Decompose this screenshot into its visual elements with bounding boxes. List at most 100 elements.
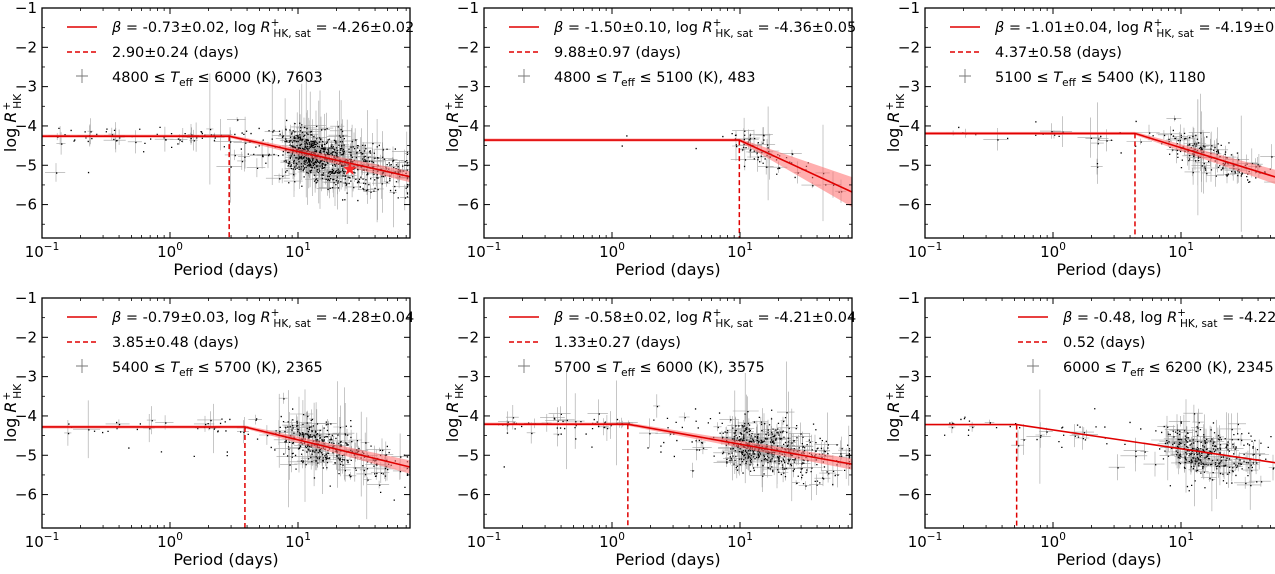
panel-5: −1 −2 −3 −4 −5 −6 10−1 100 101 Period (days) log R… [443,289,856,569]
y-tick-label: −5 [15,446,37,464]
legend-break-label: 0.52 (days) [1063,335,1145,351]
x-tick-label: 10−1 [467,531,502,551]
legend-data-swatch [518,69,530,83]
y-tick-label: −6 [15,196,37,214]
data-points [944,408,1275,492]
error-bars [948,389,1275,512]
y-tick-label: −3 [898,78,920,96]
scatter-points [45,73,410,228]
y-tick-label: −2 [457,38,479,56]
legend: β = -1.50±0.10, log R+ HK, sat = -4.36±0.… [509,17,856,89]
fit-uncertainty-band [484,138,852,207]
y-tick-label: −5 [457,156,479,174]
y-axis-label: log R+HK [884,93,907,152]
plot-frame [41,7,411,239]
x-tick-label: 100 [599,531,625,551]
x-tick-label: 101 [285,531,311,551]
y-tick-label: −2 [457,328,479,346]
fit-uncertainty-band [925,131,1275,185]
y-axis-label: log R+HK [443,93,466,152]
x-axis-label: Period (days) [615,550,720,569]
y-tick-label: −1 [15,0,37,17]
legend-data-swatch [76,69,88,83]
scatter-points [944,389,1275,512]
y-tick-label: −2 [898,328,920,346]
legend-fit-label: β = -0.48, log R+ HK, sat = -4.22 [1062,307,1275,330]
x-tick-label: 10−1 [908,241,943,261]
y-tick-label: −2 [15,38,37,56]
y-tick-label: −4 [898,407,920,425]
y-tick-label: −5 [15,156,37,174]
y-tick-label: −6 [15,486,37,504]
x-tick-label: 101 [285,241,311,261]
y-tick-label: −1 [457,0,479,17]
legend-fit-label: β = -0.73±0.02, log R+ HK, sat = -4.26±0.… [111,17,414,40]
panel-4: −1 −2 −3 −4 −5 −6 10−1 100 101 Period (days) log R… [1,289,414,569]
x-tick-label: 101 [727,531,753,551]
x-tick-label: 100 [599,241,625,261]
x-tick-label: 100 [1040,531,1066,551]
plot-frame [483,297,853,529]
y-tick-label: −4 [15,117,37,135]
plot-frame [924,297,1275,529]
plot-frame [41,297,411,529]
x-tick-label: 101 [1168,531,1194,551]
y-tick-label: −4 [15,407,37,425]
x-axis-label: Period (days) [173,550,278,569]
y-tick-label: −1 [457,289,479,307]
y-tick-label: −2 [15,328,37,346]
legend-data-swatch [959,69,971,83]
x-axis-label: Period (days) [1056,550,1161,569]
y-tick-label: −3 [457,78,479,96]
legend: β = -0.73±0.02, log R+ HK, sat = -4.26±0.… [67,17,414,89]
legend-break-label: 9.88±0.97 (days) [554,45,681,61]
y-tick-label: −3 [898,368,920,386]
legend-data-swatch [1027,359,1039,373]
y-axis-label: log R+HK [1,383,24,442]
y-tick-label: −4 [898,117,920,135]
y-tick-label: −3 [15,78,37,96]
y-tick-label: −6 [898,196,920,214]
legend-data-label: 5700 ≤ Teff ≤ 6000 (K), 3575 [554,360,765,379]
legend-break-label: 2.90±0.24 (days) [112,45,239,61]
panel-3: −1 −2 −3 −4 −5 −6 10−1 100 101 Period (days) log R… [884,0,1275,279]
x-tick-label: 100 [1040,241,1066,261]
y-tick-label: −5 [898,446,920,464]
x-tick-label: 10−1 [908,531,943,551]
legend-data-label: 6000 ≤ Teff ≤ 6200 (K), 2345 [1063,360,1274,379]
legend-fit-label: β = -0.79±0.03, log R+ HK, sat = -4.28±0.… [111,307,414,330]
legend-break-label: 1.33±0.27 (days) [554,335,681,351]
legend-data-label: 4800 ≤ Teff ≤ 6000 (K), 7603 [112,70,323,89]
error-bars [45,73,410,228]
legend-break-label: 4.37±0.58 (days) [995,45,1122,61]
legend-fit-label: β = -1.50±0.10, log R+ HK, sat = -4.36±0.… [553,17,856,40]
y-tick-label: −4 [457,407,479,425]
x-tick-label: 10−1 [25,241,60,261]
legend-fit-label: β = -0.58±0.02, log R+ HK, sat = -4.21±0.… [553,307,856,330]
legend-data-label: 5400 ≤ Teff ≤ 5700 (K), 2365 [112,360,323,379]
legend-data-label: 4800 ≤ Teff ≤ 5100 (K), 483 [554,70,755,89]
saturation-fit-line [484,139,852,193]
legend: β = -1.01±0.04, log R+HK, sat = -4.19±0.… [950,17,1275,89]
legend: β = -0.48, log R+ HK, sat = -4.22 0.52 (da… [1018,307,1275,379]
y-tick-label: −3 [15,368,37,386]
legend-break-label: 3.85±0.48 (days) [112,335,239,351]
legend-fit-label: β = -1.01±0.04, log R+HK, sat = -4.19±0.… [994,17,1275,40]
y-tick-label: −4 [457,117,479,135]
data-points [56,119,409,202]
sun-star-marker [343,162,357,175]
plot-frame [483,7,853,239]
y-axis-label: log R+HK [443,383,466,442]
plot-frame [924,7,1275,239]
legend-data-label: 5100 ≤ Teff ≤ 5400 (K), 1180 [995,70,1206,89]
legend: β = -0.79±0.03, log R+ HK, sat = -4.28±0.… [67,307,414,379]
x-axis-label: Period (days) [1056,260,1161,279]
y-tick-label: −1 [898,289,920,307]
y-tick-label: −6 [898,486,920,504]
x-tick-label: 101 [1168,241,1194,261]
x-tick-label: 10−1 [467,241,502,261]
y-tick-label: −1 [898,0,920,17]
panel-1: −1 −2 −3 −4 −5 −6 10−1 100 101 Period (days) log R… [1,0,414,279]
y-tick-label: −6 [457,486,479,504]
